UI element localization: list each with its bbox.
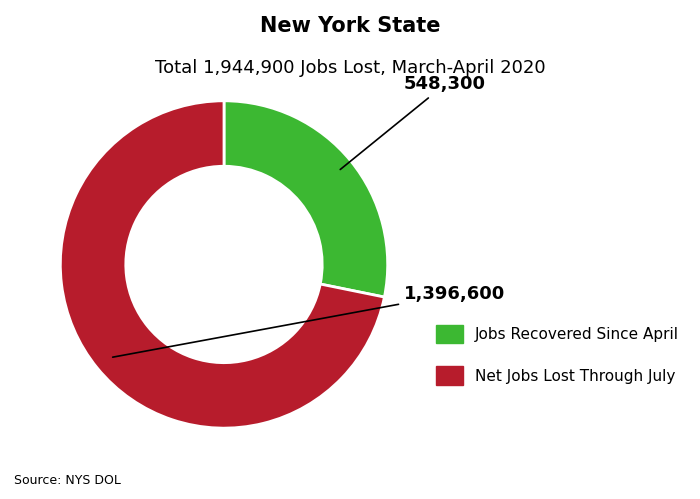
Wedge shape — [60, 101, 384, 428]
Text: Total 1,944,900 Jobs Lost, March-April 2020: Total 1,944,900 Jobs Lost, March-April 2… — [155, 59, 545, 77]
Wedge shape — [224, 101, 388, 297]
Legend: Jobs Recovered Since April, Net Jobs Lost Through July: Jobs Recovered Since April, Net Jobs Los… — [429, 319, 685, 391]
Text: New York State: New York State — [260, 16, 440, 36]
Text: Source: NYS DOL: Source: NYS DOL — [14, 474, 121, 487]
Text: 1,396,600: 1,396,600 — [113, 285, 505, 357]
Text: 548,300: 548,300 — [340, 75, 486, 170]
